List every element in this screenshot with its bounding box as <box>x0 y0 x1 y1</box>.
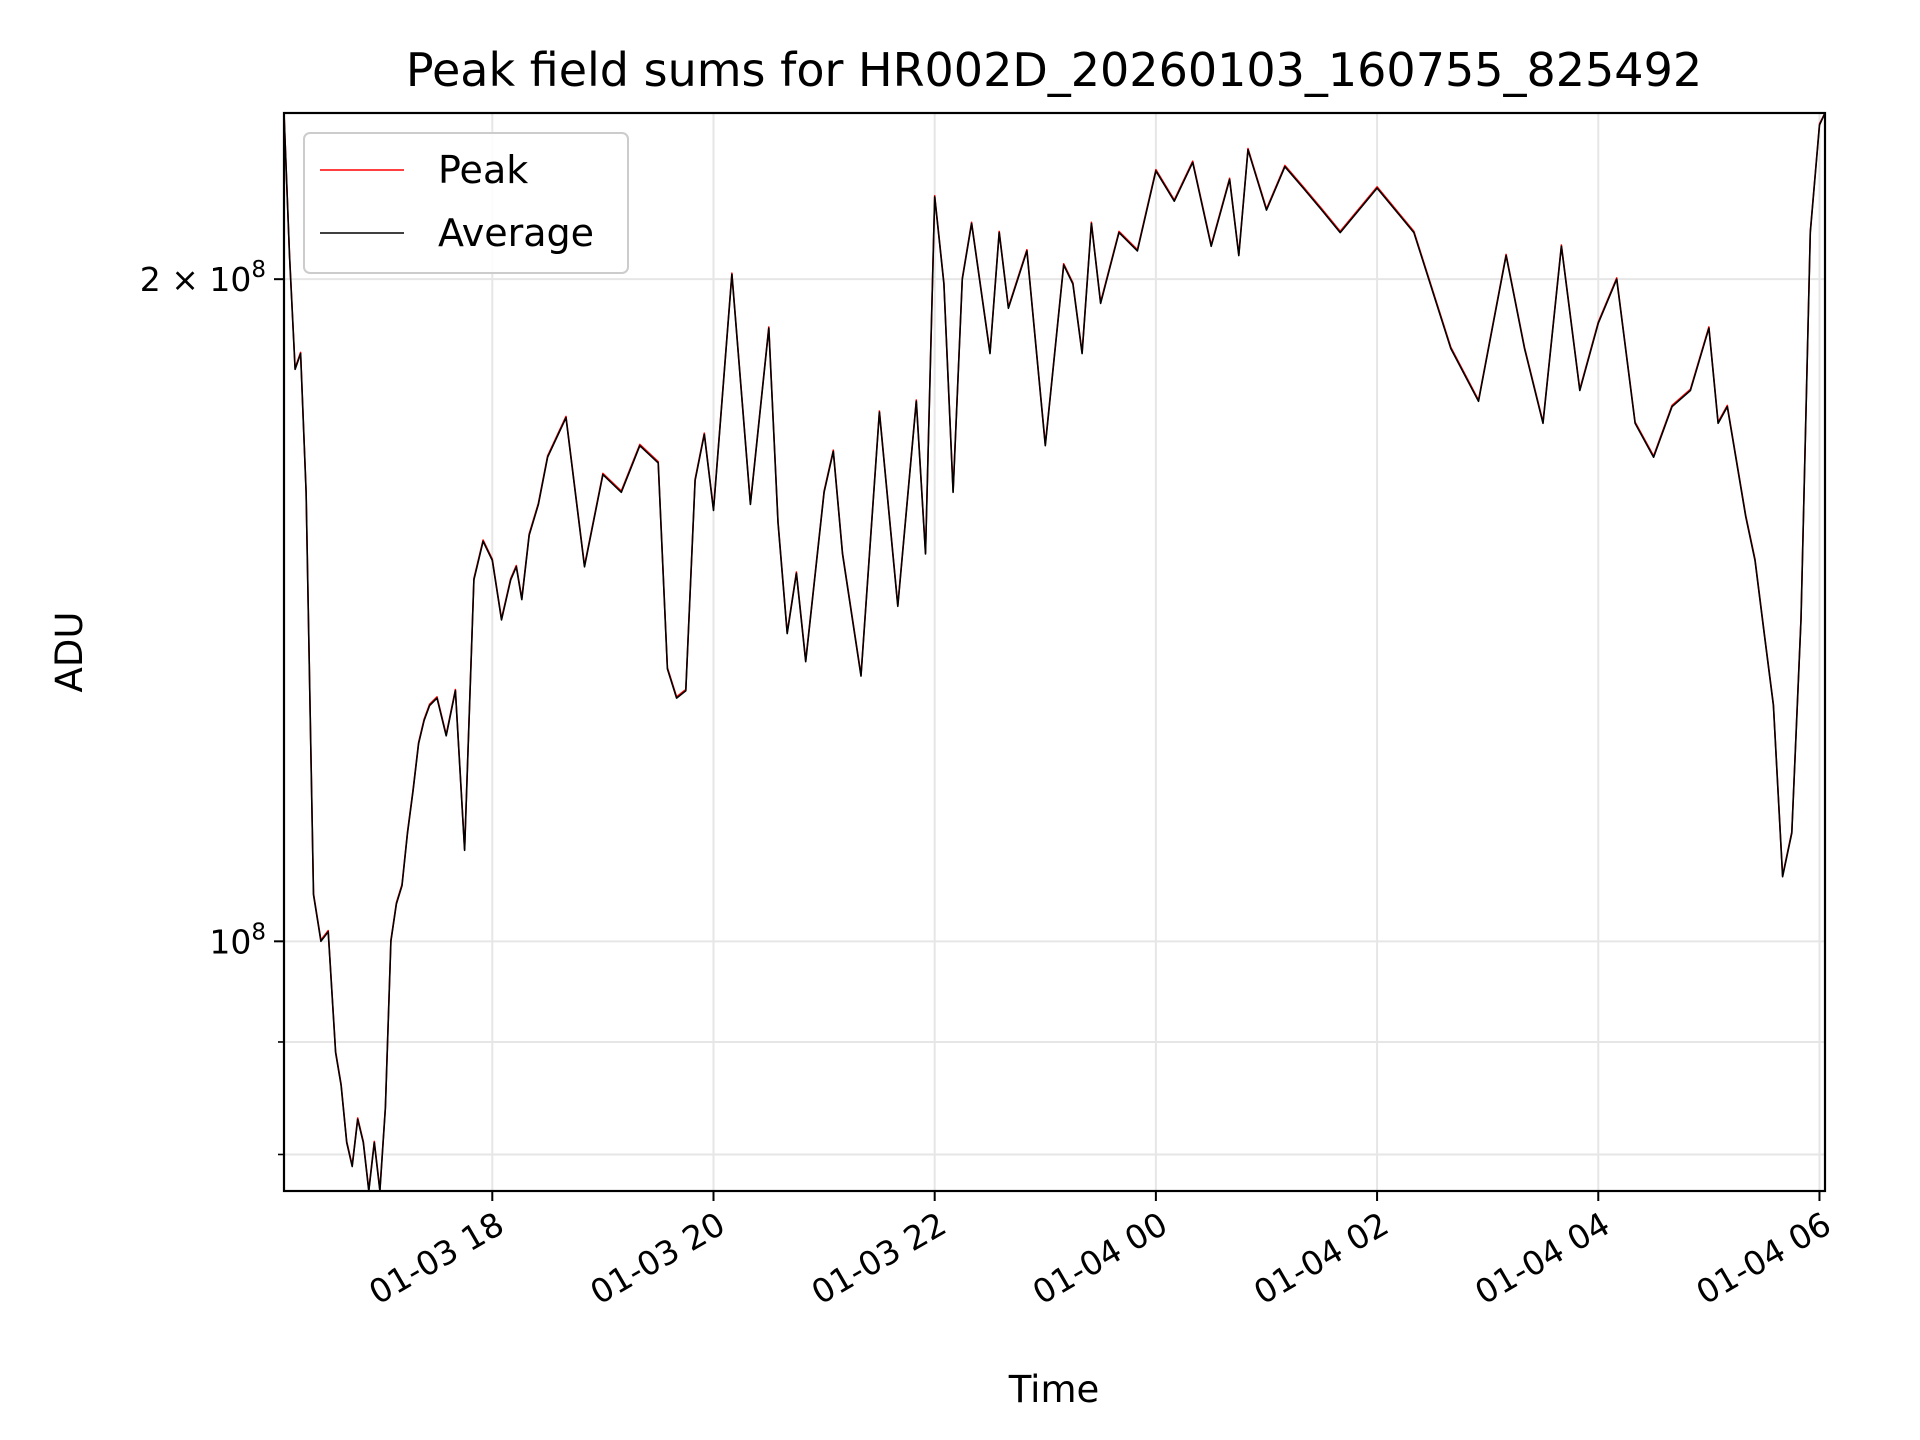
series-line-average <box>283 112 1826 1192</box>
plot-frame <box>282 111 1827 1193</box>
y-tick-label: 2 × 108 <box>140 257 266 299</box>
series-lines <box>283 112 1826 1192</box>
legend-label-average: Average <box>438 211 594 255</box>
legend-box <box>303 132 629 274</box>
y-axis-label: ADU <box>48 612 91 693</box>
legend: Peak Average <box>303 132 629 274</box>
legend-label-peak: Peak <box>438 148 528 192</box>
chart-title: Peak field sums for HR002D_20260103_1607… <box>406 43 1702 97</box>
grid <box>284 113 1825 1191</box>
x-axis-label: Time <box>1008 1368 1100 1411</box>
